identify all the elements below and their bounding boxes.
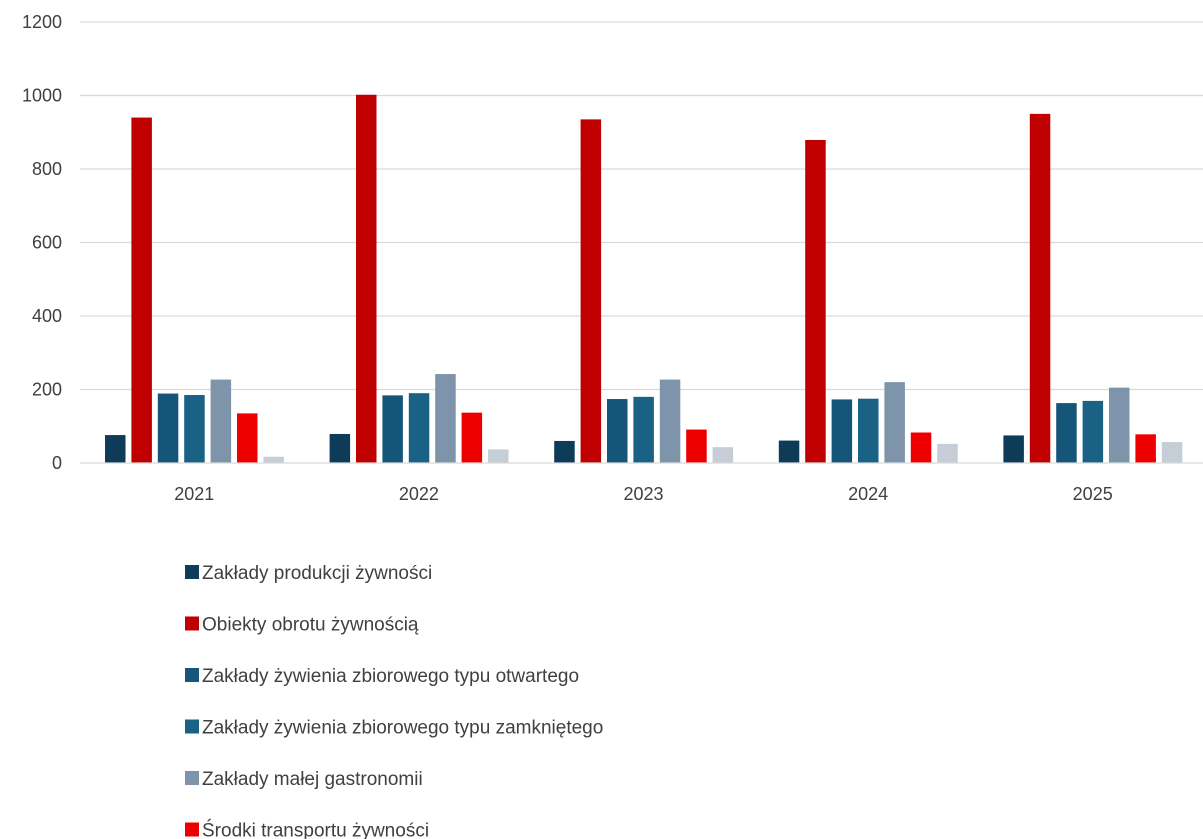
bar-2021-series-7 [263,456,284,463]
legend-label: Zakłady żywienia zbiorowego typu zamknię… [202,718,603,739]
gridlines [80,21,1203,391]
bar-2024-series-1 [778,440,800,463]
bar-2021-series-2 [131,117,152,464]
bar-2025-series-3 [1056,403,1077,463]
bar-2025-series-2 [1029,113,1051,463]
legend-label: Zakłady produkcji żywności [202,563,432,584]
bar-2025-series-6 [1135,434,1156,463]
y-tick-label: 1200 [22,12,62,32]
bar-2023-series-3 [607,399,628,463]
bar-2021-series-1 [105,435,126,463]
y-tick-label: 1000 [22,86,62,106]
x-tick-label: 2025 [1073,484,1113,504]
bar-2023-series-1 [554,440,575,463]
x-tick-label: 2022 [399,484,439,504]
y-tick-label: 400 [32,306,62,326]
y-tick-label: 600 [32,233,62,253]
bar-2024-series-4 [858,398,879,463]
y-tick-label: 0 [52,453,62,473]
y-tick-label: 200 [32,380,62,400]
bar-2021-series-6 [237,413,258,463]
bar-2022-series-5 [435,374,456,463]
axes: 0 200 400 600 800 1000 1200 2021 2022 2023 2024 202… [22,12,1203,504]
legend-label: Obiekty obrotu żywnością [202,615,419,636]
y-tick-label: 800 [32,159,62,179]
legend-swatch [185,771,199,785]
bar-2024-series-2 [805,139,826,463]
bar-2022-series-1 [329,433,351,463]
legend-swatch [185,616,199,631]
bar-2025-series-5 [1109,387,1130,463]
bar-2024-series-6 [910,432,932,463]
bar-2025-series-1 [1003,435,1024,463]
bar-2022-series-6 [461,412,483,463]
legend-label: Środki transportu żywności [202,820,429,839]
bar-2023-series-7 [712,447,734,463]
bars [105,94,1183,464]
bar-2022-series-3 [382,395,403,463]
x-tick-label: 2023 [623,484,663,504]
legend-swatch [185,668,199,682]
legend-label: Zakłady małej gastronomii [202,769,423,790]
legend-swatch [185,565,199,579]
legend: Zakłady produkcji żywności Obiekty obrotu… [185,563,603,839]
bar-2021-series-5 [210,379,232,463]
bar-2024-series-3 [831,399,853,463]
bar-2022-series-4 [408,393,430,463]
legend-swatch [185,822,199,837]
bar-2024-series-7 [937,443,958,463]
bar-2022-series-7 [488,449,509,463]
bar-2025-series-7 [1161,442,1183,463]
bar-2021-series-4 [184,395,205,463]
x-tick-label: 2021 [174,484,214,504]
bar-2021-series-3 [157,393,179,463]
bar-2023-series-4 [633,396,654,463]
bar-2025-series-4 [1082,400,1104,463]
bar-2022-series-2 [356,94,377,463]
legend-label: Zakłady żywienia zbiorowego typu otwarte… [202,666,579,687]
bar-2023-series-2 [580,119,602,463]
bar-2023-series-5 [659,379,681,463]
x-tick-label: 2024 [848,484,888,504]
bar-2024-series-5 [884,382,905,463]
bar-2023-series-6 [686,429,707,463]
legend-swatch [185,719,199,734]
